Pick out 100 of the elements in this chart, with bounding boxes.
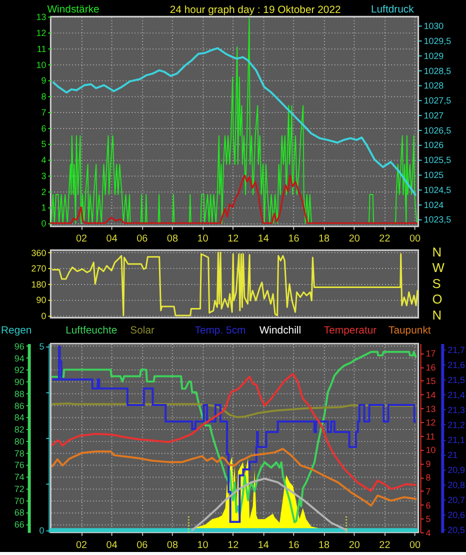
y-tick-label: 2 xyxy=(41,186,46,197)
y-tick-label: 94 xyxy=(14,353,24,364)
y3-tick-label: 20,9 xyxy=(448,464,466,475)
y-tick-label: 84 xyxy=(14,412,24,423)
y2-tick-label: 16 xyxy=(426,362,436,372)
x-tick-label: 22 xyxy=(379,234,391,245)
y3-tick-label: 21,3 xyxy=(448,404,466,415)
x-tick-label: 10 xyxy=(197,540,209,551)
y-tick-label: 68 xyxy=(14,508,24,518)
y-tick-label: 0 xyxy=(41,218,46,229)
line-series xyxy=(51,402,417,418)
y-tick-label: 5 xyxy=(41,139,46,150)
x-tick-label: 08 xyxy=(166,540,178,551)
y2-tick-label: 1024 xyxy=(424,200,444,210)
chart-title: 24 hour graph day : 19 Oktober 2022 xyxy=(170,5,342,16)
y3-tick-label: 21,7 xyxy=(448,345,466,356)
y-tick-label: 78 xyxy=(14,448,24,458)
y-tick-label: 80 xyxy=(14,436,24,446)
y2-tick-label: 1028,5 xyxy=(424,66,452,76)
y2-tick-label: 12 xyxy=(426,418,436,428)
x-tick-label: 00 xyxy=(409,540,422,551)
y-tick-label: 96 xyxy=(14,341,24,352)
text: S xyxy=(432,276,442,291)
text: W xyxy=(432,260,446,276)
y-tick-label: 86 xyxy=(14,400,24,411)
text: Luftfeuchte xyxy=(66,326,118,337)
y3-tick-label: 21,5 xyxy=(448,375,466,385)
y2-axis-title: Luftdruck xyxy=(370,4,415,16)
line-series xyxy=(51,448,417,507)
x-tick-label: 22 xyxy=(379,540,391,551)
y-tick-label: 180 xyxy=(31,279,46,290)
y-tick-label: 11 xyxy=(36,44,46,54)
x-tick-label: 02 xyxy=(76,540,88,551)
y2-tick-label: 1026,5 xyxy=(424,125,452,136)
y3-tick-label: 20,6 xyxy=(448,510,466,520)
x-tick-label: 06 xyxy=(136,540,148,551)
y-tick-label: 66 xyxy=(14,520,24,530)
line-series xyxy=(191,478,348,532)
y-tick-label: 1 xyxy=(41,202,46,213)
y-tick-label: 4 xyxy=(41,155,46,166)
y2-tick-label: 1027 xyxy=(424,110,444,120)
y3-tick-label: 21,1 xyxy=(448,434,466,445)
x-tick-label: 04 xyxy=(106,234,118,245)
x-tick-label: 08 xyxy=(166,234,178,245)
y3-tick-label: 20,7 xyxy=(448,494,466,505)
x-tick-label: 18 xyxy=(318,540,330,551)
y2-tick-label: 5 xyxy=(426,514,431,524)
text: Temperatur xyxy=(324,326,378,337)
y-tick-label: 88 xyxy=(14,388,24,399)
y-tick-label: 3 xyxy=(41,170,46,181)
y3-tick-label: 21,4 xyxy=(448,390,466,400)
y-tick-label: 74 xyxy=(14,472,24,482)
y3-tick-label: 21 xyxy=(448,450,458,460)
y2-tick-label: 1029,5 xyxy=(424,36,452,46)
y-tick-label: 90 xyxy=(36,295,46,306)
x-tick-label: 10 xyxy=(197,234,209,245)
y2-tick-label: 7 xyxy=(426,486,431,496)
y2-tick-label: 6 xyxy=(426,500,431,510)
x-tick-label: 00 xyxy=(409,234,422,245)
y2-tick-label: 1029 xyxy=(424,50,444,61)
y-tick-label: 7 xyxy=(41,107,46,118)
y-tick-label: 8 xyxy=(41,92,46,102)
x-tick-label: 12 xyxy=(228,540,240,551)
y-tick-label: 70 xyxy=(14,496,24,506)
y3-tick-label: 20,8 xyxy=(448,480,466,490)
y2-tick-label: 10 xyxy=(426,445,436,456)
x-tick-label: 04 xyxy=(106,540,118,551)
y-tick-label: 0 xyxy=(39,526,44,536)
x-tick-label: 02 xyxy=(76,234,88,245)
y2-tick-label: 17 xyxy=(426,348,436,359)
text: Regen xyxy=(0,326,32,337)
y-tick-label: 10 xyxy=(36,60,46,70)
y-tick-label: 5 xyxy=(39,342,44,352)
y2-tick-label: 1028 xyxy=(424,80,444,91)
y2-tick-label: 1024,5 xyxy=(424,184,452,195)
y-tick-label: 12 xyxy=(36,28,46,38)
x-tick-label: 06 xyxy=(136,234,148,245)
y-tick-label: 13 xyxy=(36,12,46,22)
y-axis-title: Windstärke xyxy=(47,4,100,16)
y2-tick-label: 1026 xyxy=(424,140,444,150)
text: N xyxy=(432,307,442,322)
y2-tick-label: 15 xyxy=(426,376,436,386)
y2-tick-label: 1025,5 xyxy=(424,155,452,166)
x-tick-label: 14 xyxy=(258,540,270,551)
y2-tick-label: 1025 xyxy=(424,170,444,180)
y-tick-label: 90 xyxy=(14,377,24,388)
y-tick-label: 360 xyxy=(31,248,46,258)
y3-tick-label: 20,5 xyxy=(448,524,466,535)
line-series xyxy=(52,47,416,196)
y2-tick-label: 1030 xyxy=(424,21,444,32)
x-tick-label: 20 xyxy=(348,234,360,245)
line-series xyxy=(51,372,417,492)
y-tick-label: 270 xyxy=(31,264,46,274)
line-series xyxy=(50,174,418,224)
y2-tick-label: 13 xyxy=(426,404,436,414)
x-tick-label: 14 xyxy=(258,234,270,245)
x-tick-label: 12 xyxy=(228,234,240,245)
y-tick-label: 92 xyxy=(14,365,24,376)
y2-tick-label: 14 xyxy=(426,390,436,400)
y2-tick-label: 8 xyxy=(426,472,431,483)
